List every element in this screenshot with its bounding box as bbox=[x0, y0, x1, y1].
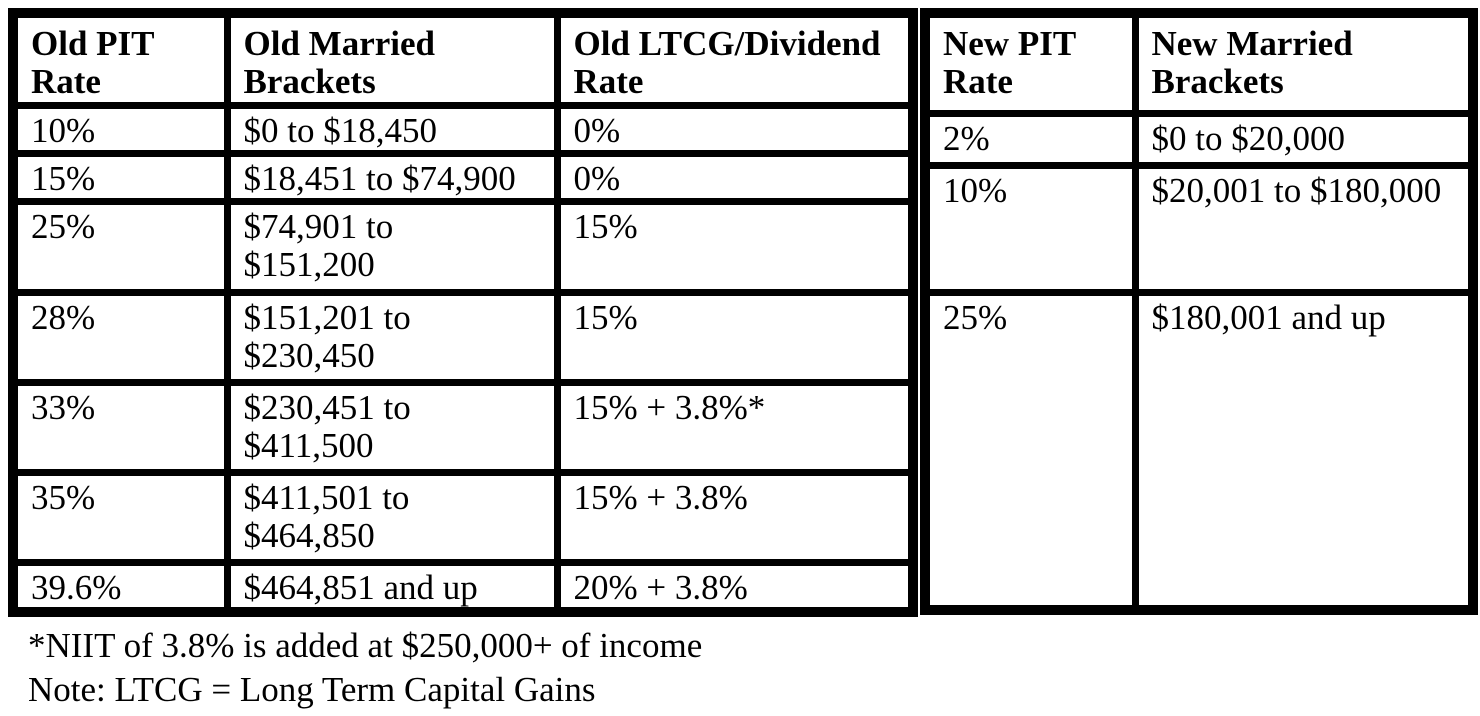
table-row: 25% $180,001 and up bbox=[921, 288, 1477, 614]
table-row: 10% $0 to $18,450 0% bbox=[9, 101, 917, 157]
new-tax-table: New PIT Rate New Married Brackets 2% $0 … bbox=[920, 8, 1478, 615]
table-row: 28% $151,201 to $230,450 15% bbox=[9, 288, 917, 386]
table-row: 10% $20,001 to $180,000 bbox=[921, 161, 1477, 296]
old-pit-rate-cell: 25% bbox=[9, 197, 231, 296]
new-pit-rate-cell: 10% bbox=[921, 161, 1139, 296]
old-bracket-cell: $464,851 and up bbox=[223, 558, 561, 615]
table-row: 33% $230,451 to $411,500 15% + 3.8%* bbox=[9, 378, 917, 476]
old-ltcg-cell: 15% bbox=[553, 197, 917, 296]
footnotes: *NIIT of 3.8% is added at $250,000+ of i… bbox=[28, 624, 702, 712]
old-pit-rate-cell: 33% bbox=[9, 378, 231, 476]
new-table-header-row: New PIT Rate New Married Brackets bbox=[921, 9, 1477, 117]
new-pit-rate-cell: 25% bbox=[921, 288, 1139, 614]
new-bracket-cell: $180,001 and up bbox=[1131, 288, 1477, 614]
new-bracket-cell: $0 to $20,000 bbox=[1131, 109, 1477, 169]
table-row: 35% $411,501 to $464,850 15% + 3.8% bbox=[9, 468, 917, 566]
old-married-brackets-header: Old Married Brackets bbox=[223, 9, 561, 109]
table-row: 15% $18,451 to $74,900 0% bbox=[9, 149, 917, 205]
old-bracket-cell: $151,201 to $230,450 bbox=[223, 288, 561, 386]
old-bracket-cell: $18,451 to $74,900 bbox=[223, 149, 561, 205]
old-ltcg-cell: 0% bbox=[553, 149, 917, 205]
table-row: 25% $74,901 to $151,200 15% bbox=[9, 197, 917, 296]
ltcg-definition-note: Note: LTCG = Long Term Capital Gains bbox=[28, 670, 596, 709]
old-ltcg-cell: 0% bbox=[553, 101, 917, 157]
old-ltcg-dividend-rate-header: Old LTCG/Dividend Rate bbox=[553, 9, 917, 109]
old-pit-rate-cell: 35% bbox=[9, 468, 231, 566]
old-pit-rate-cell: 15% bbox=[9, 149, 231, 205]
old-pit-rate-cell: 10% bbox=[9, 101, 231, 157]
new-pit-rate-header: New PIT Rate bbox=[921, 9, 1139, 117]
old-ltcg-cell: 15% + 3.8%* bbox=[553, 378, 917, 476]
old-ltcg-cell: 20% + 3.8% bbox=[553, 558, 917, 615]
old-table-header-row: Old PIT Rate Old Married Brackets Old LT… bbox=[9, 9, 917, 109]
old-bracket-cell: $411,501 to $464,850 bbox=[223, 468, 561, 566]
old-ltcg-cell: 15% bbox=[553, 288, 917, 386]
old-pit-rate-cell: 39.6% bbox=[9, 558, 231, 615]
new-married-brackets-header: New Married Brackets bbox=[1131, 9, 1477, 117]
new-pit-rate-cell: 2% bbox=[921, 109, 1139, 169]
old-ltcg-cell: 15% + 3.8% bbox=[553, 468, 917, 566]
old-bracket-cell: $0 to $18,450 bbox=[223, 101, 561, 157]
old-bracket-cell: $74,901 to $151,200 bbox=[223, 197, 561, 296]
new-bracket-cell: $20,001 to $180,000 bbox=[1131, 161, 1477, 296]
old-bracket-cell: $230,451 to $411,500 bbox=[223, 378, 561, 476]
table-row: 2% $0 to $20,000 bbox=[921, 109, 1477, 169]
table-row: 39.6% $464,851 and up 20% + 3.8% bbox=[9, 558, 917, 615]
old-pit-rate-header: Old PIT Rate bbox=[9, 9, 231, 109]
niit-footnote: *NIIT of 3.8% is added at $250,000+ of i… bbox=[28, 626, 703, 665]
old-tax-table: Old PIT Rate Old Married Brackets Old LT… bbox=[8, 8, 918, 617]
old-pit-rate-cell: 28% bbox=[9, 288, 231, 386]
